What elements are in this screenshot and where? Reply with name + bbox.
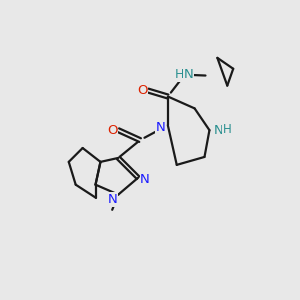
Text: N: N bbox=[140, 173, 150, 186]
Text: O: O bbox=[107, 124, 118, 137]
Text: N: N bbox=[184, 68, 194, 81]
Text: O: O bbox=[137, 84, 147, 97]
Text: N: N bbox=[107, 193, 117, 206]
Text: N: N bbox=[214, 124, 223, 137]
Text: H: H bbox=[223, 123, 232, 136]
Text: H: H bbox=[175, 68, 184, 81]
Text: N: N bbox=[156, 121, 166, 134]
